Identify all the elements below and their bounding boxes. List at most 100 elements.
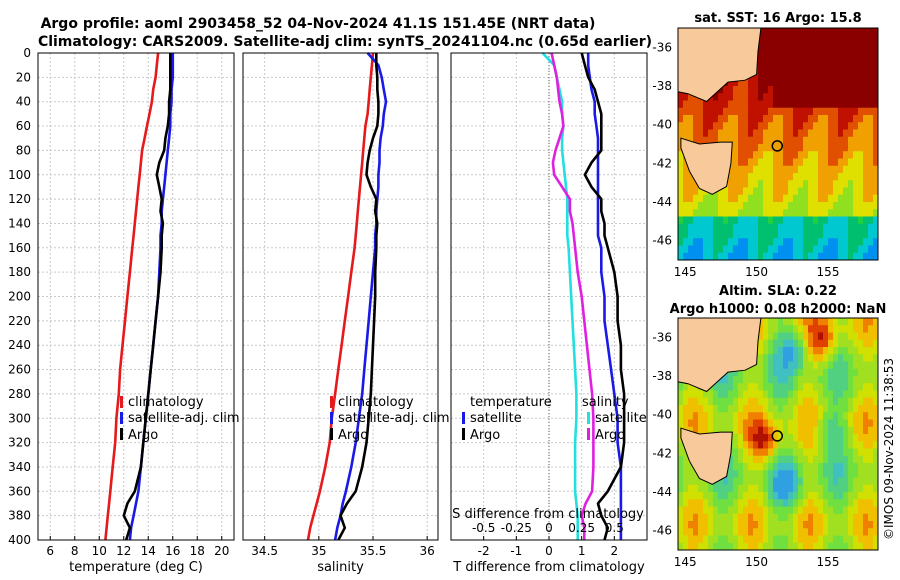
map-cell [738,426,744,435]
map-cell [868,412,874,420]
map-cell [738,245,744,254]
map-cell [868,332,874,341]
map-cell [828,216,834,225]
map-cell [868,477,874,486]
map-cell [838,513,844,522]
map-cell [808,202,814,210]
map-cell [798,390,804,399]
map-cell [728,122,734,130]
map-cell [703,499,709,507]
salinity-legend: climatology satellite-adj. clim Argo [330,395,450,443]
map-cell [833,107,839,116]
map-cell [788,57,794,65]
map-cell [863,484,869,493]
map-cell [803,78,809,87]
map-cell [773,180,779,188]
map-cell [688,238,694,246]
map-cell [848,332,854,341]
map-cell [678,158,684,167]
map-cell [858,35,864,43]
map-cell [738,528,744,536]
map-cell [688,202,694,210]
map-cell [798,93,804,101]
map-cell [793,252,799,261]
map-cell [843,492,849,500]
map-cell [868,86,874,94]
map-cell [768,252,774,261]
map-cell [688,542,694,551]
map-cell [798,528,804,536]
map-cell [733,441,739,449]
map-cell [828,158,834,167]
map-cell [688,484,694,493]
map-cell [758,354,764,362]
map-cell [823,144,829,152]
map-cell [858,107,864,116]
map-cell [803,492,809,500]
map-cell [853,194,859,203]
legend-swatch-climatology [120,396,123,408]
map-cell [763,78,769,87]
map-cell [713,412,719,420]
map-cell [838,93,844,101]
map-cell [788,173,794,181]
map-cell [848,42,854,51]
map-cell [773,318,779,326]
map-cell [688,187,694,196]
map-cell [798,238,804,246]
map-cell [863,173,869,181]
map-cell [688,528,694,536]
map-cell [698,390,704,399]
map-cell [753,535,759,544]
map-cell [783,397,789,406]
map-cell [848,231,854,239]
map-cell [843,499,849,507]
map-cell [718,93,724,101]
map-cell [708,194,714,203]
map-cell [788,158,794,167]
map-cell [788,376,794,384]
map-cell [703,238,709,246]
map-cell [748,252,754,261]
map-cell [773,129,779,138]
map-cell [738,521,744,529]
map-cell [788,390,794,399]
map-cell [823,71,829,80]
map-cell [853,528,859,536]
map-cell [863,463,869,471]
map-cell [838,506,844,515]
depth-tick-label: 380 [8,509,31,523]
map-cell [868,165,874,174]
depth-tick-label: 260 [8,363,31,377]
map-cell [833,223,839,232]
map-cell [678,405,684,413]
argo-location-marker [771,140,784,152]
map-cell [808,426,814,435]
map-cell [763,506,769,515]
map-cell [853,419,859,428]
s-difference-ticks: -0.5 -0.25 0 0.25 0.5 [472,521,624,535]
map-cell [858,78,864,87]
map-cell [863,238,869,246]
map-cell [688,412,694,420]
difference-legend-temperature: temperature satellite Argo [462,395,552,443]
map-cell [773,354,779,362]
map-cell [773,419,779,428]
map-cell [683,223,689,232]
map-cell [798,187,804,196]
map-cell [783,405,789,413]
map-cell [838,216,844,225]
map-cell [828,368,834,377]
map-cell [853,390,859,399]
map-cell [788,347,794,355]
map-cell [848,426,854,435]
map-cell [868,426,874,435]
map-cell [793,238,799,246]
map-cell [788,506,794,515]
map-cell [768,484,774,493]
map-cell [793,405,799,413]
map-cell [783,42,789,51]
map-cell [723,477,729,486]
map-cell [778,354,784,362]
map-cell [708,216,714,225]
